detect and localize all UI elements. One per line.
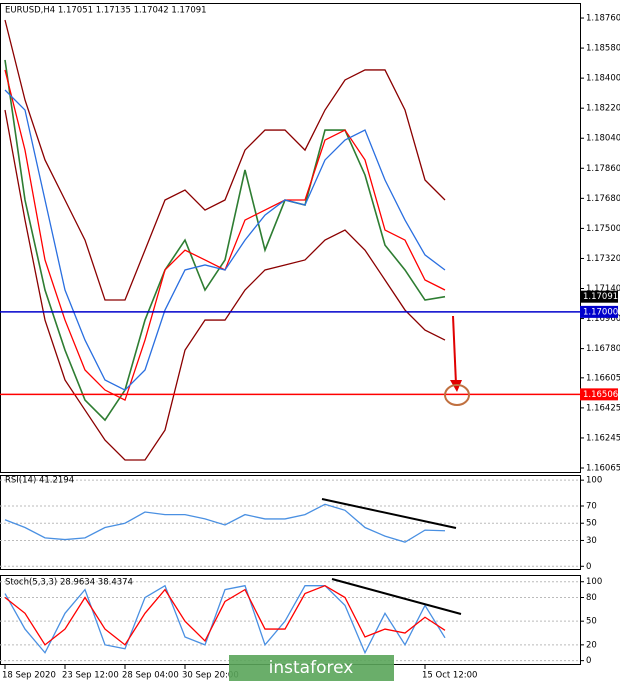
arrow — [452, 315, 457, 385]
x-tick-label: 28 Sep 04:00 — [122, 671, 179, 681]
watermark-box — [229, 655, 394, 681]
panel-title: RSI(14) 41.2194 — [5, 476, 74, 486]
x-tick-label: 30 Sep 20:00 — [182, 671, 239, 681]
y-tick-label: 100 — [586, 476, 602, 486]
panel-plot — [4, 19, 446, 461]
trend-line — [321, 498, 457, 529]
y-tick-label: 50 — [586, 617, 597, 627]
price-tag — [580, 290, 618, 303]
y-tick-label: 1.18040 — [586, 134, 620, 144]
y-tick-label: 1.18400 — [586, 74, 620, 84]
series-line — [4, 503, 446, 543]
y-tick-label: 1.17860 — [586, 164, 620, 174]
y-tick-label: 1.16245 — [586, 433, 620, 443]
y-tick-label: 1.18580 — [586, 44, 620, 54]
level-tag — [580, 305, 618, 318]
y-tick-label: 20 — [586, 640, 597, 650]
y-tick-label: 100 — [586, 577, 602, 587]
series-line — [4, 89, 446, 391]
y-tick-label: 70 — [586, 502, 597, 512]
y-tick-label: 0 — [586, 562, 591, 572]
x-tick-label: 23 Sep 12:00 — [62, 671, 119, 681]
panel-plot — [0, 479, 580, 567]
panel-plot — [0, 581, 580, 662]
rsi-panel — [0, 475, 581, 570]
series-line — [4, 19, 446, 301]
level-label: 1.16506 — [583, 390, 618, 400]
y-tick-label: 1.16065 — [586, 463, 620, 473]
series-line — [4, 584, 446, 655]
y-tick-label: 80 — [586, 593, 597, 603]
y-tick-label: 30 — [586, 536, 597, 546]
price-label: 1.17091 — [583, 292, 618, 302]
y-tick-label: 1.16960 — [586, 314, 620, 324]
x-tick-label: 18 Sep 2020 — [2, 671, 56, 681]
y-tick-label: 1.18760 — [586, 14, 620, 24]
y-tick-label: 1.16425 — [586, 403, 620, 413]
level-tag — [580, 388, 618, 401]
y-tick-label: 1.16605 — [586, 373, 620, 383]
y-tick-label: 1.17500 — [586, 224, 620, 234]
y-tick-label: 1.17140 — [586, 284, 620, 294]
y-tick-label: 50 — [586, 519, 597, 529]
y-tick-label: 1.17680 — [586, 194, 620, 204]
layer: 1.18760 1.18580 1.18400 1.18220 1.18040 1.178… — [0, 6, 620, 681]
panel-title: Stoch(5,3,3) 28.9634 38.4374 — [5, 578, 133, 588]
y-tick-label: 1.16780 — [586, 344, 620, 354]
series-line — [4, 584, 446, 646]
series-line — [4, 69, 446, 401]
level-label: 1.17000 — [583, 307, 618, 317]
target-circle — [444, 384, 470, 406]
y-tick-label: 1.17320 — [586, 254, 620, 264]
y-tick-label: 0 — [586, 656, 591, 666]
main-panel — [0, 3, 581, 473]
x-tick-label: 15 Oct 12:00 — [422, 671, 477, 681]
trend-line — [331, 578, 462, 615]
panel-title: EURUSD,H4 1.17051 1.17135 1.17042 1.1709… — [5, 6, 207, 16]
series-line — [4, 109, 446, 461]
y-tick-label: 1.18220 — [586, 104, 620, 114]
watermark: instaforex — [269, 658, 354, 678]
series-line — [4, 59, 446, 422]
